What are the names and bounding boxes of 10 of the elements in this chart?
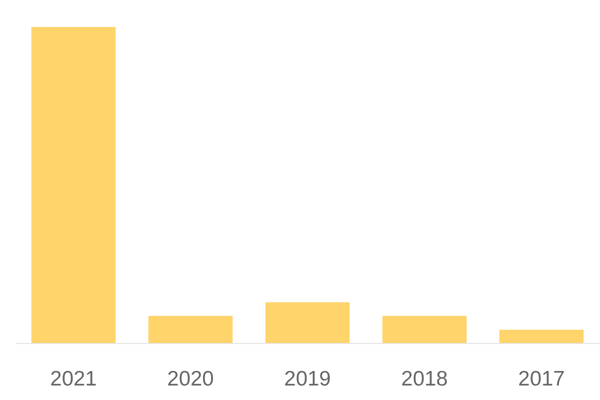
x-tick-label: 2019 <box>284 368 331 390</box>
bar <box>31 27 116 343</box>
bar <box>148 316 233 343</box>
bar <box>265 302 350 343</box>
x-tick-label: 2018 <box>401 368 448 390</box>
bar <box>382 316 467 343</box>
x-tick-label: 2021 <box>50 368 97 390</box>
bar <box>499 330 584 343</box>
x-tick-label: 2020 <box>167 368 214 390</box>
x-tick-label: 2017 <box>518 368 565 390</box>
